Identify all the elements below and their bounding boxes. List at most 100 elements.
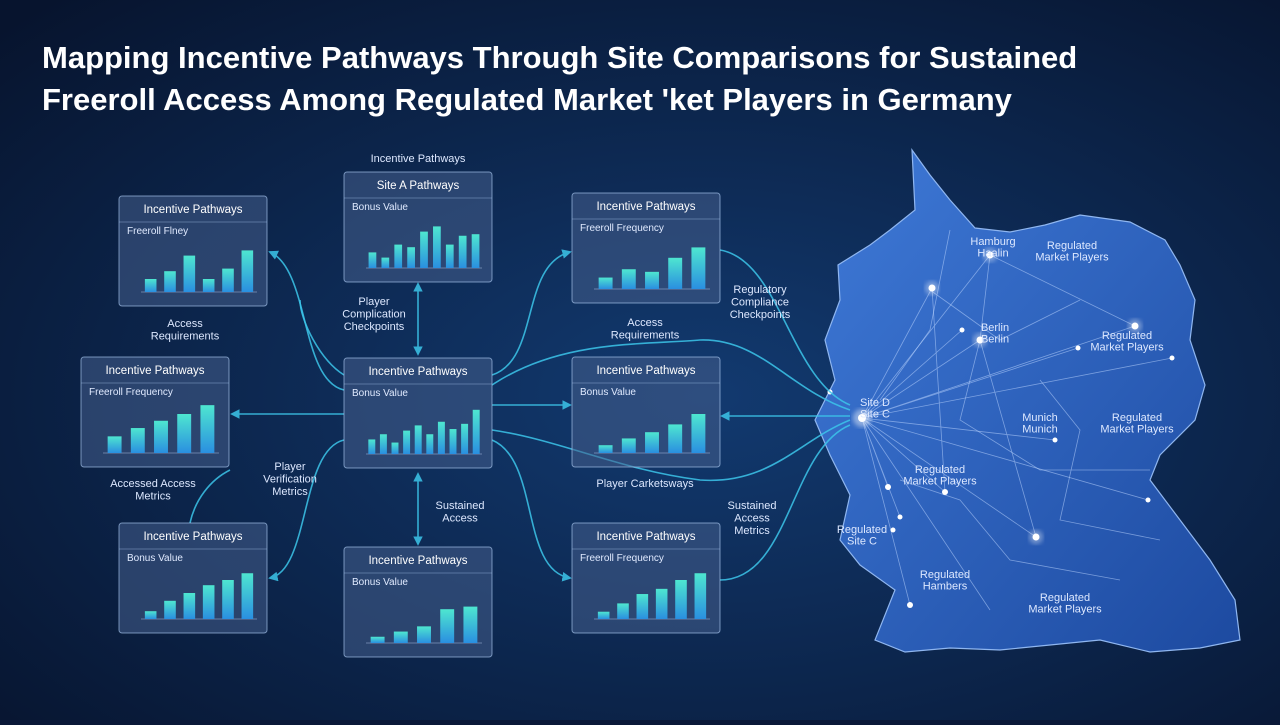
- bar: [202, 279, 215, 292]
- flow-label: Sustained: [436, 500, 485, 512]
- bar: [200, 405, 215, 453]
- bar: [636, 594, 649, 619]
- germany-map: [814, 147, 1241, 653]
- bar: [617, 603, 629, 619]
- flow-label: Verification: [263, 474, 317, 486]
- flow-label: Access: [734, 513, 770, 525]
- panel-subtitle: Freeroll Frequency: [89, 387, 173, 398]
- flow-label: Metrics: [135, 491, 171, 503]
- panel-title: Site A Pathways: [377, 180, 460, 192]
- bar: [368, 439, 376, 454]
- panel-subtitle: Freeroll Frequency: [580, 223, 664, 234]
- bar: [645, 271, 659, 289]
- flow-label: Compliance: [731, 297, 789, 309]
- bar: [414, 425, 422, 454]
- panel-title: Incentive Pathways: [368, 366, 467, 378]
- panel-subtitle: Bonus Value: [127, 553, 183, 564]
- bar: [437, 421, 445, 454]
- panel-box: [343, 546, 493, 658]
- bar: [691, 414, 706, 453]
- bar: [241, 250, 254, 292]
- chart-panel: Incentive Pathways Bonus Value: [118, 522, 268, 634]
- map-label: Regulated: [1112, 412, 1162, 424]
- region-borders: [879, 229, 1161, 581]
- bar: [458, 235, 467, 268]
- map-label: Market Players: [1028, 604, 1102, 616]
- panel-subtitle: Freeroll Frequency: [580, 553, 664, 564]
- map-label: Regulated: [1102, 330, 1152, 342]
- map-label: Regulated: [1040, 592, 1090, 604]
- bar: [144, 611, 157, 619]
- chart-panel: Site A Pathways Bonus Value: [343, 171, 493, 283]
- panel-box: [571, 356, 721, 468]
- bar: [144, 279, 157, 292]
- title-line: Mapping Incentive Pathways Through Site …: [42, 40, 1077, 75]
- panel-subtitle: Bonus Value: [352, 388, 408, 399]
- bar: [368, 252, 377, 268]
- bar: [433, 226, 441, 268]
- panel-subtitle: Bonus Value: [352, 577, 408, 588]
- chart-panel: Incentive Pathways Freeroll Frequency: [571, 522, 721, 634]
- panel-title: Incentive Pathways: [596, 531, 695, 543]
- map-label: Munich: [1022, 412, 1057, 424]
- map-label: Site C: [860, 409, 890, 421]
- panel-title: Incentive Pathways: [596, 201, 695, 213]
- flow-label: Player: [274, 461, 306, 473]
- chart-panel: Incentive Pathways Bonus Value: [571, 356, 721, 468]
- map-label: Regulated: [915, 464, 965, 476]
- map-label: Berlin: [981, 322, 1009, 334]
- bar: [394, 244, 403, 268]
- bar: [407, 247, 415, 268]
- map-label: Market Players: [1035, 252, 1109, 264]
- connectors: [189, 249, 851, 582]
- flow-label: Accessed Access: [110, 478, 196, 490]
- map-outline: [814, 147, 1241, 653]
- bar: [598, 277, 613, 289]
- map-label: Munich: [1022, 424, 1057, 436]
- bar: [655, 588, 668, 619]
- bar: [164, 271, 176, 292]
- bar: [107, 436, 122, 453]
- map-label: Market Players: [903, 476, 977, 488]
- bar: [391, 442, 399, 454]
- bar: [393, 631, 408, 643]
- map-label: Hambers: [923, 581, 968, 593]
- chart-panel: Incentive Pathways Bonus Value: [343, 546, 493, 658]
- panel-subtitle: Freeroll Flney: [127, 226, 188, 237]
- flow-label: Requirements: [151, 331, 220, 343]
- map-label: Site C: [847, 536, 877, 548]
- map-label: Regulated: [1047, 240, 1097, 252]
- bar: [645, 432, 659, 453]
- bar: [440, 609, 455, 643]
- flow-label: Checkpoints: [730, 309, 791, 321]
- bar: [461, 423, 469, 454]
- flow-label: Access: [627, 317, 663, 329]
- flow-label: Complication: [342, 309, 406, 321]
- flow-label: Metrics: [734, 525, 770, 537]
- flow-label: Sustained: [728, 500, 777, 512]
- bar: [183, 255, 196, 292]
- bar: [675, 580, 687, 619]
- bar: [177, 414, 192, 453]
- chart-panel: Incentive Pathways Freeroll Flney: [118, 195, 268, 307]
- bar: [370, 636, 385, 643]
- map-label: Haalin: [977, 248, 1008, 260]
- bar: [379, 434, 387, 454]
- bar: [426, 434, 434, 454]
- map-connections: [861, 254, 1173, 611]
- panel-title: Incentive Pathways: [105, 365, 204, 377]
- flow-label: Player Carketsways: [596, 478, 694, 490]
- panel-subtitle: Bonus Value: [580, 387, 636, 398]
- chart-panel: Incentive Pathways Freeroll Frequency: [571, 192, 721, 304]
- bar: [403, 430, 411, 454]
- map-nodes: [827, 248, 1175, 608]
- map-label: Regulated: [920, 569, 970, 581]
- bar: [691, 247, 706, 289]
- flow-label: Player: [358, 296, 390, 308]
- bar: [222, 580, 234, 619]
- bar: [668, 257, 683, 289]
- panel-title: Incentive Pathways: [143, 531, 242, 543]
- bar: [202, 585, 215, 619]
- panel-box: [343, 171, 493, 283]
